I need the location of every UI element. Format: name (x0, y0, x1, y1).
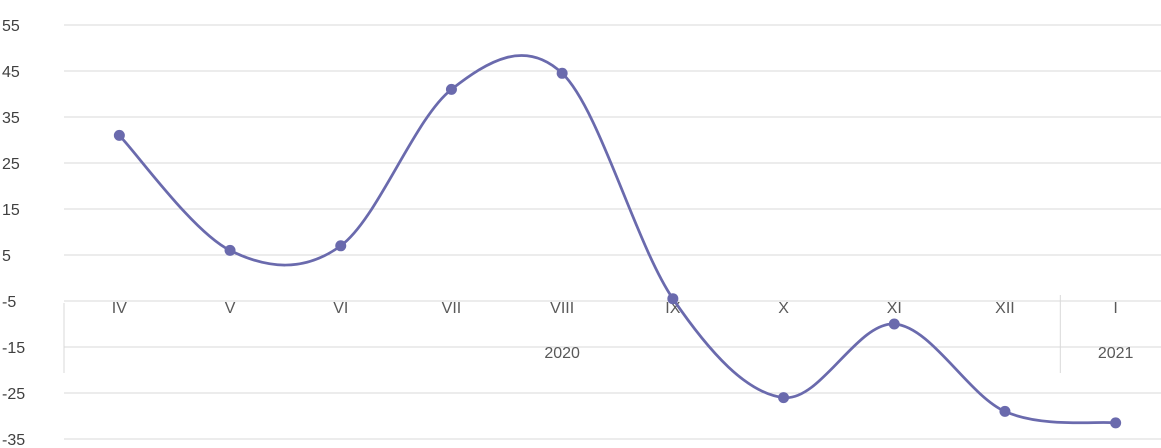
x-group-label: 2021 (1098, 345, 1134, 362)
x-category-label: IV (112, 300, 127, 317)
x-category-label: V (225, 300, 236, 317)
data-point (1110, 417, 1122, 429)
data-point (999, 405, 1011, 417)
data-point (778, 392, 790, 404)
x-category-label: XI (887, 300, 902, 317)
y-tick-label: -25 (2, 386, 25, 403)
y-tick-label: 25 (2, 156, 20, 173)
y-axis-ticks: 55 45 35 25 15 5 -5 -15 -25 -35 (2, 18, 25, 448)
data-point (113, 129, 125, 141)
x-category-label: X (778, 300, 789, 317)
y-tick-label: -35 (2, 432, 25, 448)
data-point (224, 244, 236, 256)
x-category-label: I (1113, 300, 1117, 317)
data-point (445, 83, 457, 95)
data-point (335, 240, 347, 252)
x-group-label: 2020 (544, 345, 580, 362)
data-point (556, 67, 568, 79)
x-category-label: VIII (550, 300, 574, 317)
x-category-label: VII (442, 300, 462, 317)
data-point (888, 318, 900, 330)
data-point (667, 293, 679, 305)
y-tick-label: 55 (2, 18, 20, 35)
x-category-label: XII (995, 300, 1015, 317)
y-tick-label: -5 (2, 294, 16, 311)
y-tick-label: 35 (2, 110, 20, 127)
y-tick-label: -15 (2, 340, 25, 357)
y-tick-label: 5 (2, 248, 11, 265)
x-category-label: VI (333, 300, 348, 317)
gridlines (64, 24, 1161, 440)
y-tick-label: 45 (2, 64, 20, 81)
series (113, 54, 1122, 429)
y-tick-label: 15 (2, 202, 20, 219)
series-line (118, 54, 1116, 425)
